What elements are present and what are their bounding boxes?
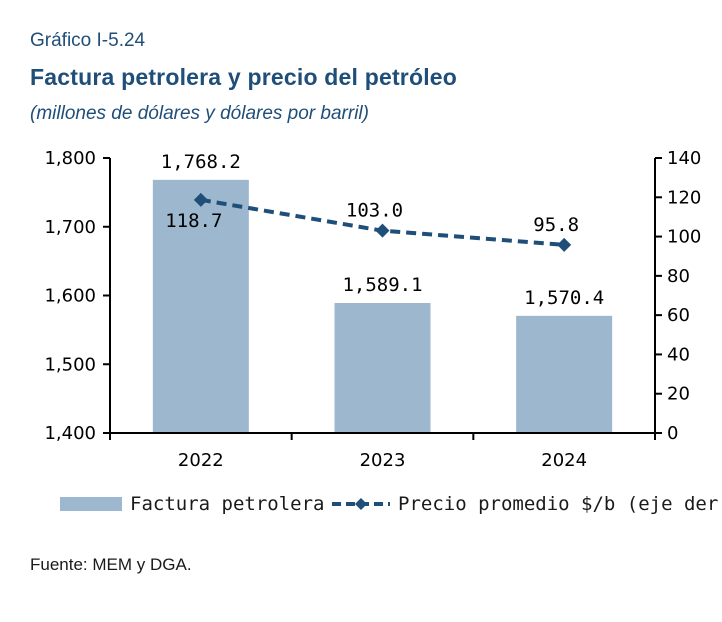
price-marker-2022: [193, 192, 208, 207]
price-marker-2023: [375, 223, 390, 238]
x-tick-label: 2022: [178, 450, 224, 471]
bar-data-label: 1,589.1: [342, 274, 422, 296]
bar-2023: [334, 302, 431, 433]
legend-label-bars: Factura petrolera: [130, 493, 325, 515]
price-marker-2024: [557, 237, 572, 252]
y-right-tick-label: 80: [667, 266, 690, 287]
figure-label: Gráfico I-5.24: [30, 30, 146, 51]
legend-line-swatch: [332, 498, 390, 510]
x-tick-label: 2023: [360, 450, 406, 471]
legend-item-bars: Factura petrolera: [60, 493, 324, 515]
legend-label-line: Precio promedio $/b (eje der.): [398, 493, 722, 515]
y-left-tick-label: 1,700: [44, 217, 96, 238]
legend-bar-swatch: [60, 497, 122, 511]
y-right-tick-label: 40: [667, 344, 690, 365]
y-right-tick-label: 140: [667, 148, 701, 169]
y-left-tick-label: 1,800: [44, 148, 96, 169]
bar-2022: [152, 179, 249, 433]
y-right-tick-label: 60: [667, 305, 690, 326]
chart-subtitle: (millones de dólares y dólares por barri…: [30, 103, 369, 124]
y-right-tick-label: 100: [667, 227, 701, 248]
y-left-tick-label: 1,400: [44, 423, 96, 444]
bar-2024: [516, 315, 613, 433]
x-tick-label: 2024: [541, 450, 587, 471]
y-right-tick-label: 20: [667, 384, 690, 405]
y-left-tick-label: 1,600: [44, 286, 96, 307]
y-right-tick-label: 0: [667, 423, 678, 444]
line-data-label: 118.7: [165, 210, 222, 232]
source-note: Fuente: MEM y DGA.: [30, 555, 192, 574]
bar-data-label: 1,768.2: [161, 151, 241, 173]
chart-title: Factura petrolera y precio del petróleo: [30, 64, 458, 90]
bar-data-label: 1,570.4: [524, 287, 604, 309]
chart-svg: 1,400 1,500 1,600 1,700 1,800 0 20 40 60 80 100 120…: [44, 148, 701, 471]
y-right-tick-label: 120: [667, 187, 701, 208]
legend-item-line: Precio promedio $/b (eje der.): [330, 493, 722, 515]
line-data-label: 103.0: [346, 200, 403, 222]
y-left-tick-label: 1,500: [44, 354, 96, 375]
line-data-label: 95.8: [533, 214, 579, 236]
